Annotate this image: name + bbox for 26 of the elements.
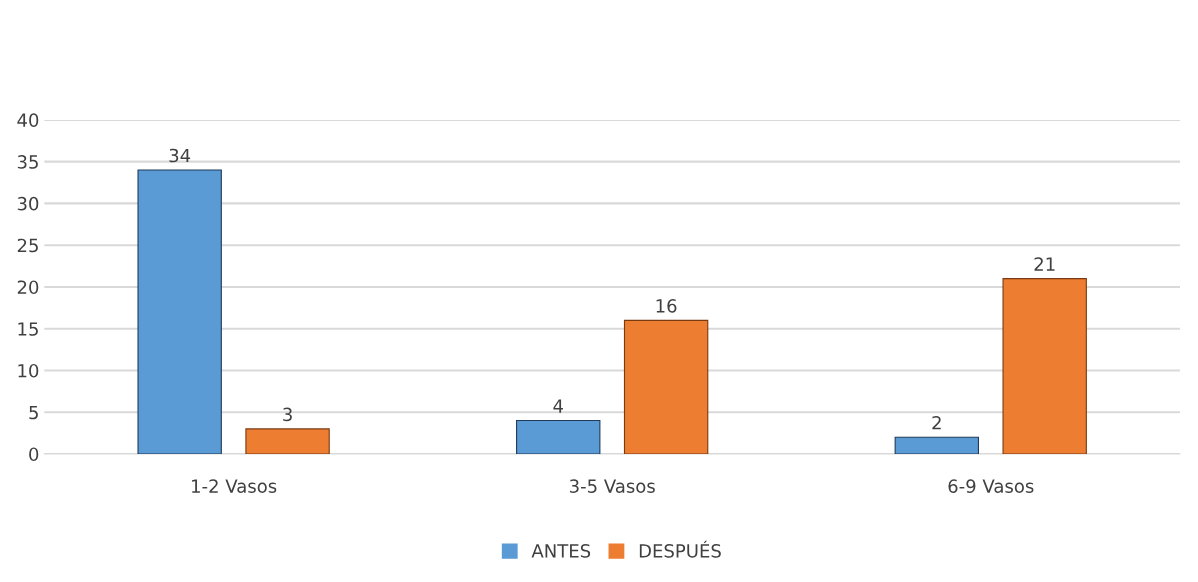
data-label: 4 xyxy=(553,399,563,413)
x-tick-label: 3-5 Vasos xyxy=(570,479,655,493)
bar xyxy=(623,319,709,454)
y-tick-label: 5 xyxy=(29,405,38,420)
x-tick-label: 1-2 Vasos xyxy=(192,479,277,493)
bar xyxy=(137,169,222,454)
bar xyxy=(894,436,979,454)
bar xyxy=(516,419,601,454)
legend-label: DESPUÉS xyxy=(639,540,721,558)
y-tick-label: 0 xyxy=(29,447,39,462)
legend-label: ANTES xyxy=(531,544,591,558)
data-label: 21 xyxy=(1034,257,1055,271)
y-tick-label: 40 xyxy=(17,113,39,128)
y-tick-label: 35 xyxy=(17,155,38,169)
data-label: 16 xyxy=(656,299,677,313)
x-tick-label: 6-9 Vasos xyxy=(948,479,1034,493)
bar xyxy=(245,428,330,454)
y-tick-label: 20 xyxy=(17,280,39,295)
y-tick-label: 15 xyxy=(18,322,38,336)
data-label: 2 xyxy=(932,415,941,430)
y-tick-label: 25 xyxy=(17,238,38,253)
data-label: 34 xyxy=(169,148,191,163)
y-tick-label: 10 xyxy=(18,363,39,378)
y-tick-label: 30 xyxy=(17,196,39,211)
data-label: 3 xyxy=(283,407,292,422)
bar xyxy=(1002,278,1087,454)
